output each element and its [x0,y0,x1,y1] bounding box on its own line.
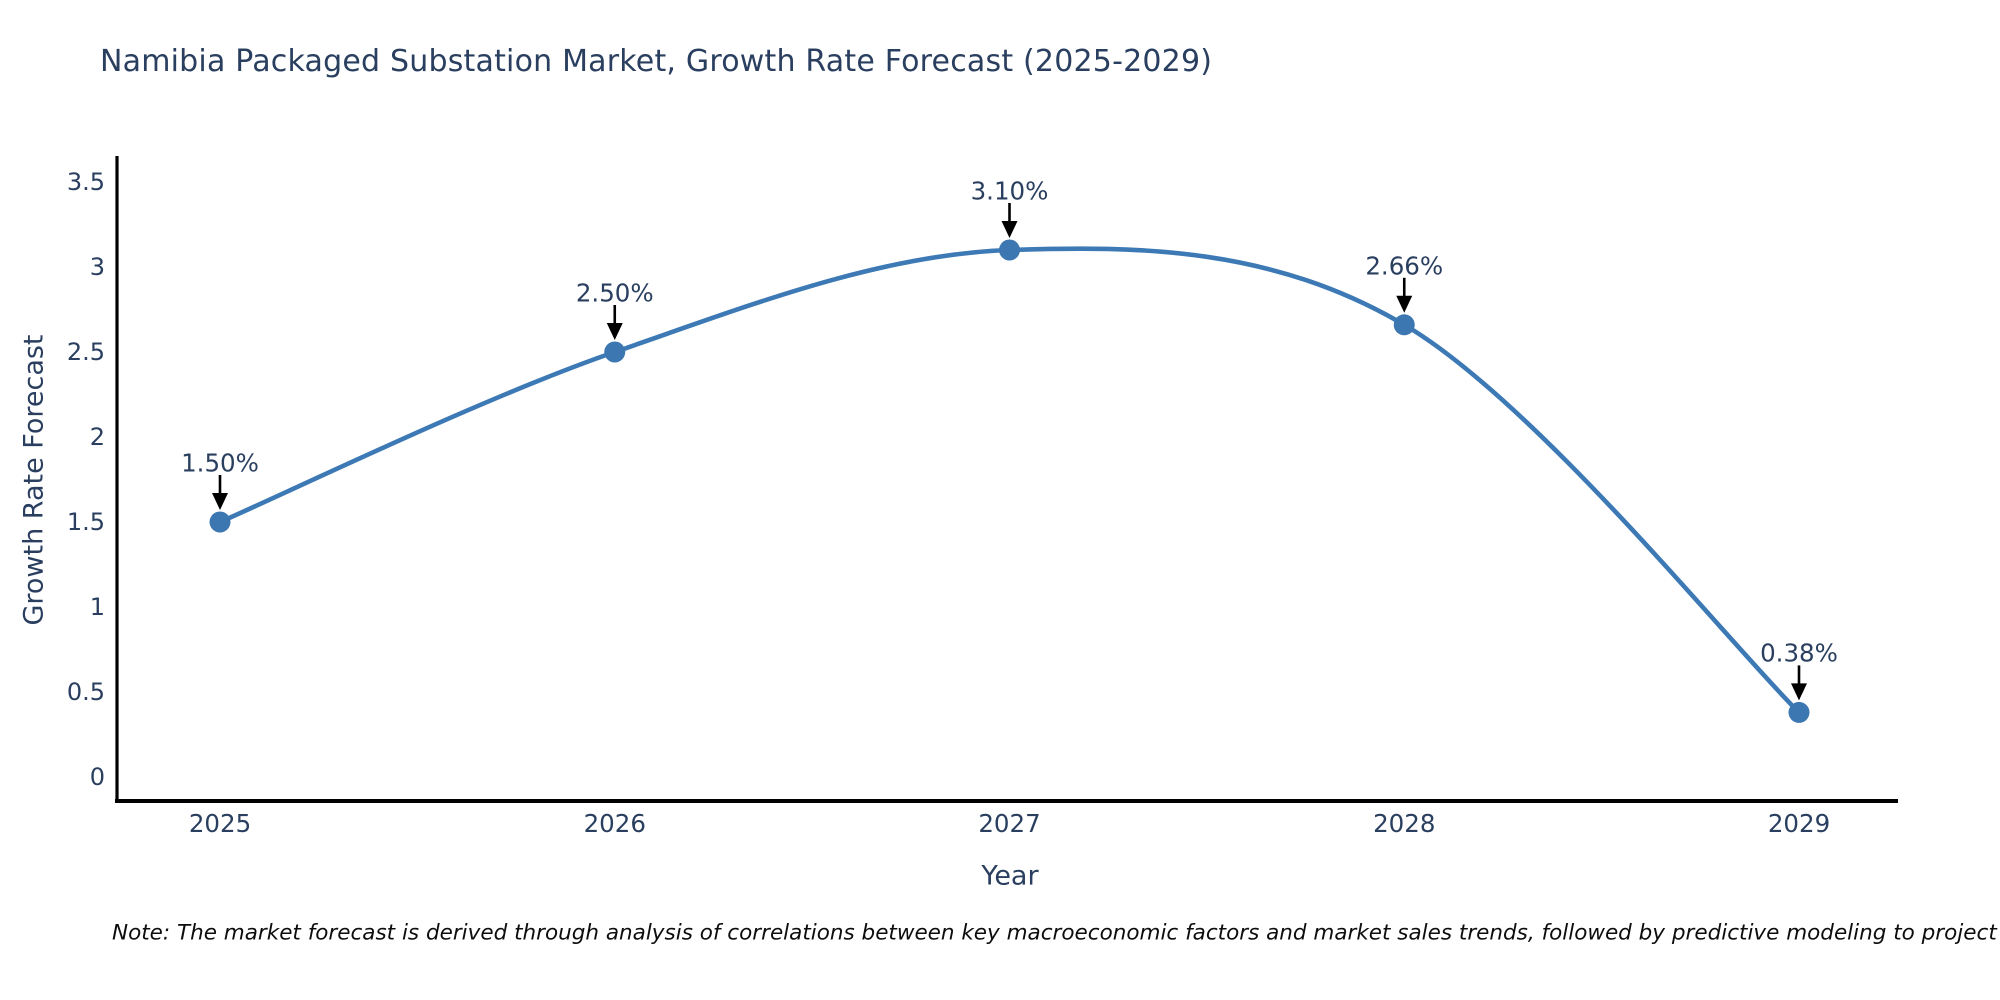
x-tick-label: 2025 [188,809,252,838]
data-point-marker [604,341,626,363]
x-tick-label: 2028 [1373,809,1436,838]
annotation-label: 3.10% [970,176,1049,206]
annotation-arrow-head [606,323,623,340]
y-tick-label: 0 [89,763,105,791]
chart-title: Namibia Packaged Substation Market, Grow… [100,44,1213,79]
annotation-arrow-head [1791,683,1807,701]
data-point-marker [209,511,231,533]
y-tick-label: 1 [89,593,105,621]
y-tick-label: 2.5 [66,338,105,366]
x-tick-label: 2027 [978,809,1041,838]
y-tick-label: 3.5 [66,168,105,196]
annotation-arrow-head [212,493,228,510]
annotation-label: 2.66% [1365,251,1444,281]
annotation-arrow-head [1001,221,1018,238]
annotation-arrow-head [1396,295,1413,313]
footnote: Note: The market forecast is derived thr… [112,920,2000,946]
data-point-marker [999,239,1020,261]
y-tick-label: 1.5 [66,508,105,536]
trend-line [217,246,1802,715]
data-point-marker [1788,701,1810,723]
annotation-label: 1.50% [181,448,259,478]
y-tick-label: 2 [89,423,105,451]
data-point-marker [1393,314,1415,336]
x-tick-label: 2029 [1767,809,1831,838]
annotation-label: 2.50% [575,278,654,308]
x-tick-label: 2026 [583,809,646,838]
y-tick-label: 0.5 [66,678,105,706]
annotation-label: 0.38% [1760,638,1838,668]
x-axis-title: Year [981,860,1039,892]
y-tick-label: 3 [89,253,105,281]
